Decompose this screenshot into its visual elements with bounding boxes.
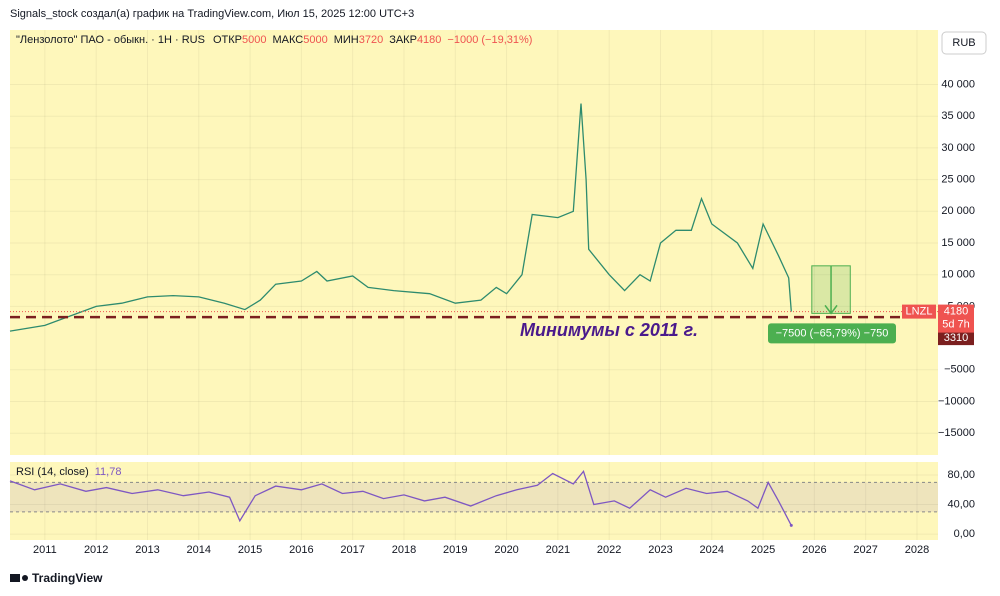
x-tick-label: 2012 (84, 544, 108, 556)
x-tick-label: 2028 (905, 544, 929, 556)
ohlc-value: 4180 (417, 34, 441, 46)
price-badge (938, 304, 974, 333)
x-tick-label: 2025 (751, 544, 775, 556)
x-tick-label: 2027 (853, 544, 877, 556)
y-tick-label: 20 000 (941, 205, 975, 217)
rsi-pane (10, 462, 938, 540)
y-tick-label: −10000 (938, 395, 975, 407)
x-tick-label: 2019 (443, 544, 467, 556)
symbol: LNZL (906, 306, 933, 318)
ohlc-value: 5000 (303, 34, 327, 46)
last-price: 4180 (944, 306, 968, 318)
symbol-badge (902, 304, 936, 319)
x-tick-label: 2013 (135, 544, 159, 556)
ohlc-label: ЗАКР (389, 34, 417, 46)
price-line (9, 103, 792, 332)
y-tick-label: 40 000 (941, 78, 975, 90)
logo (10, 574, 28, 582)
x-tick-label: 2024 (700, 544, 724, 556)
ohlc-label: ОТКР (213, 34, 242, 46)
series-title: RSI (14, close) (16, 466, 89, 478)
x-tick-label: 2021 (546, 544, 570, 556)
x-tick-label: 2023 (648, 544, 672, 556)
measure-label: −7500 (−65,79%) −750 (776, 327, 889, 339)
currency: RUB (952, 37, 975, 49)
author-line: Signals_stock создал(а) график на Tradin… (10, 8, 414, 20)
y-tick-label: 35 000 (941, 110, 975, 122)
footer: TradingView (32, 571, 103, 585)
y-tick-label: 0,00 (954, 528, 975, 540)
x-tick-label: 2018 (392, 544, 416, 556)
x-tick-label: 2026 (802, 544, 826, 556)
x-tick-label: 2017 (340, 544, 364, 556)
ohlc-label: МИН (334, 34, 359, 46)
y-tick-label: 80,00 (947, 469, 975, 481)
y-tick-label: −5000 (944, 364, 975, 376)
x-tick-label: 2016 (289, 544, 313, 556)
y-tick-label: 30 000 (941, 142, 975, 154)
level-label: 3310 (944, 332, 968, 344)
y-tick-label: 25 000 (941, 174, 975, 186)
annotation-text: Минимумы с 2011 г. (520, 320, 698, 340)
measure-label-box (768, 323, 896, 344)
y-tick-label: 15 000 (941, 237, 975, 249)
price-pane (10, 30, 938, 455)
ohlc-value: 3720 (359, 34, 383, 46)
price-line (9, 469, 792, 526)
currency-button[interactable] (941, 31, 987, 55)
x-tick-label: 2015 (238, 544, 262, 556)
x-tick-label: 2022 (597, 544, 621, 556)
y-tick-label: 40,00 (947, 498, 975, 510)
x-tick-label: 2011 (33, 544, 57, 556)
change: −1000 (−19,31%) (447, 34, 532, 46)
level-badge (938, 331, 974, 346)
series-title: "Лензолото" ПАО - обыкн. · 1H · RUS (16, 34, 205, 46)
ohlc-label: МАКС (272, 34, 303, 46)
ohlc-value: 5000 (242, 34, 266, 46)
x-tick-label: 2020 (494, 544, 518, 556)
y-tick-label: −15000 (938, 427, 975, 439)
measure-arrow (824, 265, 838, 315)
countdown: 5d 7h (942, 319, 970, 331)
y-tick-label: 10 000 (941, 269, 975, 281)
rsi-band (10, 482, 938, 512)
rsi-value: 11,78 (95, 466, 122, 478)
x-tick-label: 2014 (187, 544, 211, 556)
